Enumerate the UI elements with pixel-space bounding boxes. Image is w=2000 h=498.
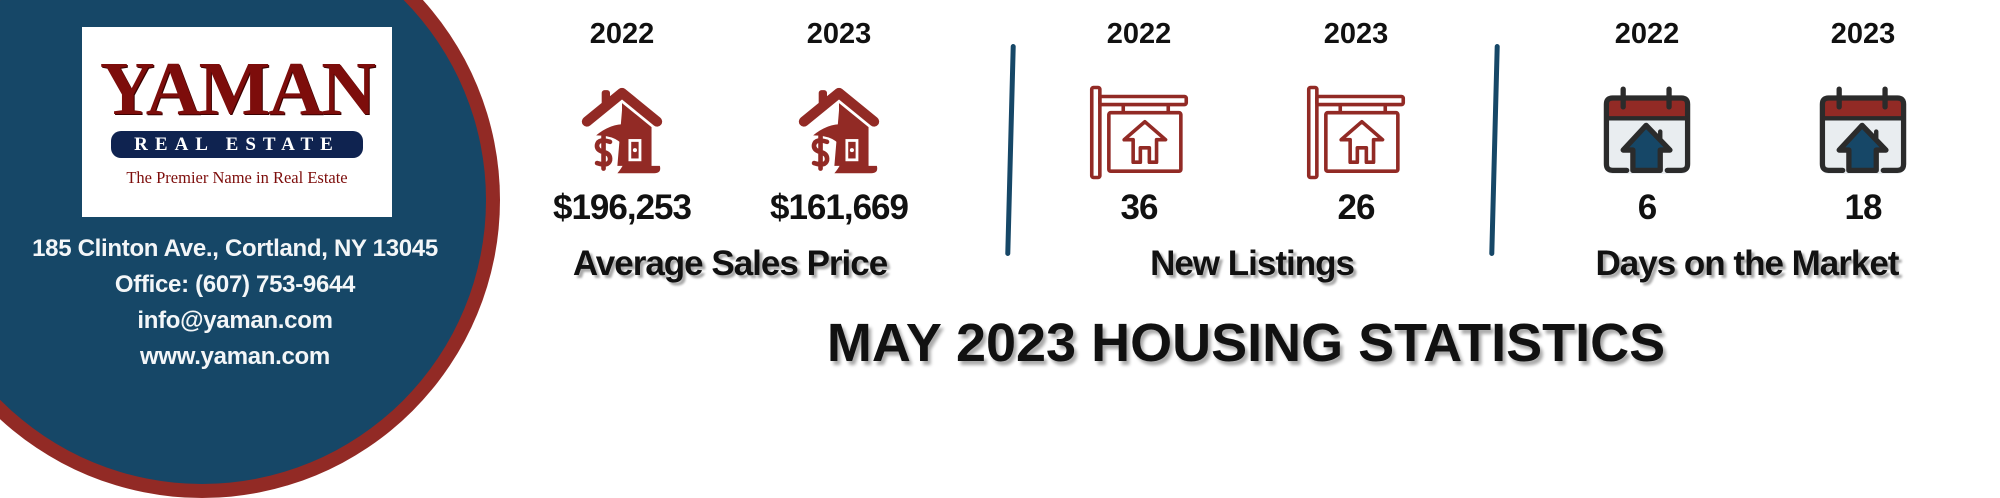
stat-label: Average Sales Price bbox=[572, 244, 888, 283]
year-label: 2023 bbox=[806, 18, 872, 50]
year-label: 2023 bbox=[1323, 18, 1389, 50]
for-sale-sign-icon bbox=[1089, 85, 1189, 180]
stat-label: Days on the Market bbox=[1595, 244, 1900, 283]
contact-address: 185 Clinton Ave., Cortland, NY 13045 bbox=[32, 235, 438, 262]
stat-value: 18 bbox=[1844, 188, 1883, 227]
logo-name: YAMAN bbox=[99, 47, 376, 131]
stat-value: 36 bbox=[1120, 188, 1159, 227]
stat-value: 6 bbox=[1637, 188, 1657, 227]
year-label: 2022 bbox=[1614, 18, 1680, 50]
calendar-house-icon bbox=[1803, 74, 1923, 182]
divider bbox=[1489, 43, 1500, 257]
contact-email[interactable]: info@yaman.com bbox=[137, 307, 333, 334]
divider bbox=[1005, 43, 1016, 257]
stat-value: $196,253 bbox=[553, 188, 692, 227]
house-dollar-icon bbox=[779, 74, 899, 182]
page-title: MAY 2023 HOUSING STATISTICS bbox=[826, 313, 1666, 373]
stat-value: 26 bbox=[1337, 188, 1376, 227]
year-label: 2022 bbox=[589, 18, 655, 50]
stat-value: $161,669 bbox=[770, 188, 909, 227]
year-label: 2023 bbox=[1830, 18, 1896, 50]
logo-tagline: The Premier Name in Real Estate bbox=[126, 168, 348, 187]
house-dollar-icon bbox=[562, 74, 682, 182]
calendar-house-icon bbox=[1587, 74, 1707, 182]
for-sale-sign-icon bbox=[1306, 85, 1406, 180]
contact-phone: Office: (607) 753-9644 bbox=[114, 271, 356, 298]
company-logo: YAMAN REAL ESTATE The Premier Name in Re… bbox=[82, 27, 392, 217]
contact-website[interactable]: www.yaman.com bbox=[140, 343, 330, 370]
stat-label: New Listings bbox=[1150, 244, 1355, 283]
year-label: 2022 bbox=[1106, 18, 1172, 50]
logo-subtitle: REAL ESTATE bbox=[111, 131, 363, 158]
